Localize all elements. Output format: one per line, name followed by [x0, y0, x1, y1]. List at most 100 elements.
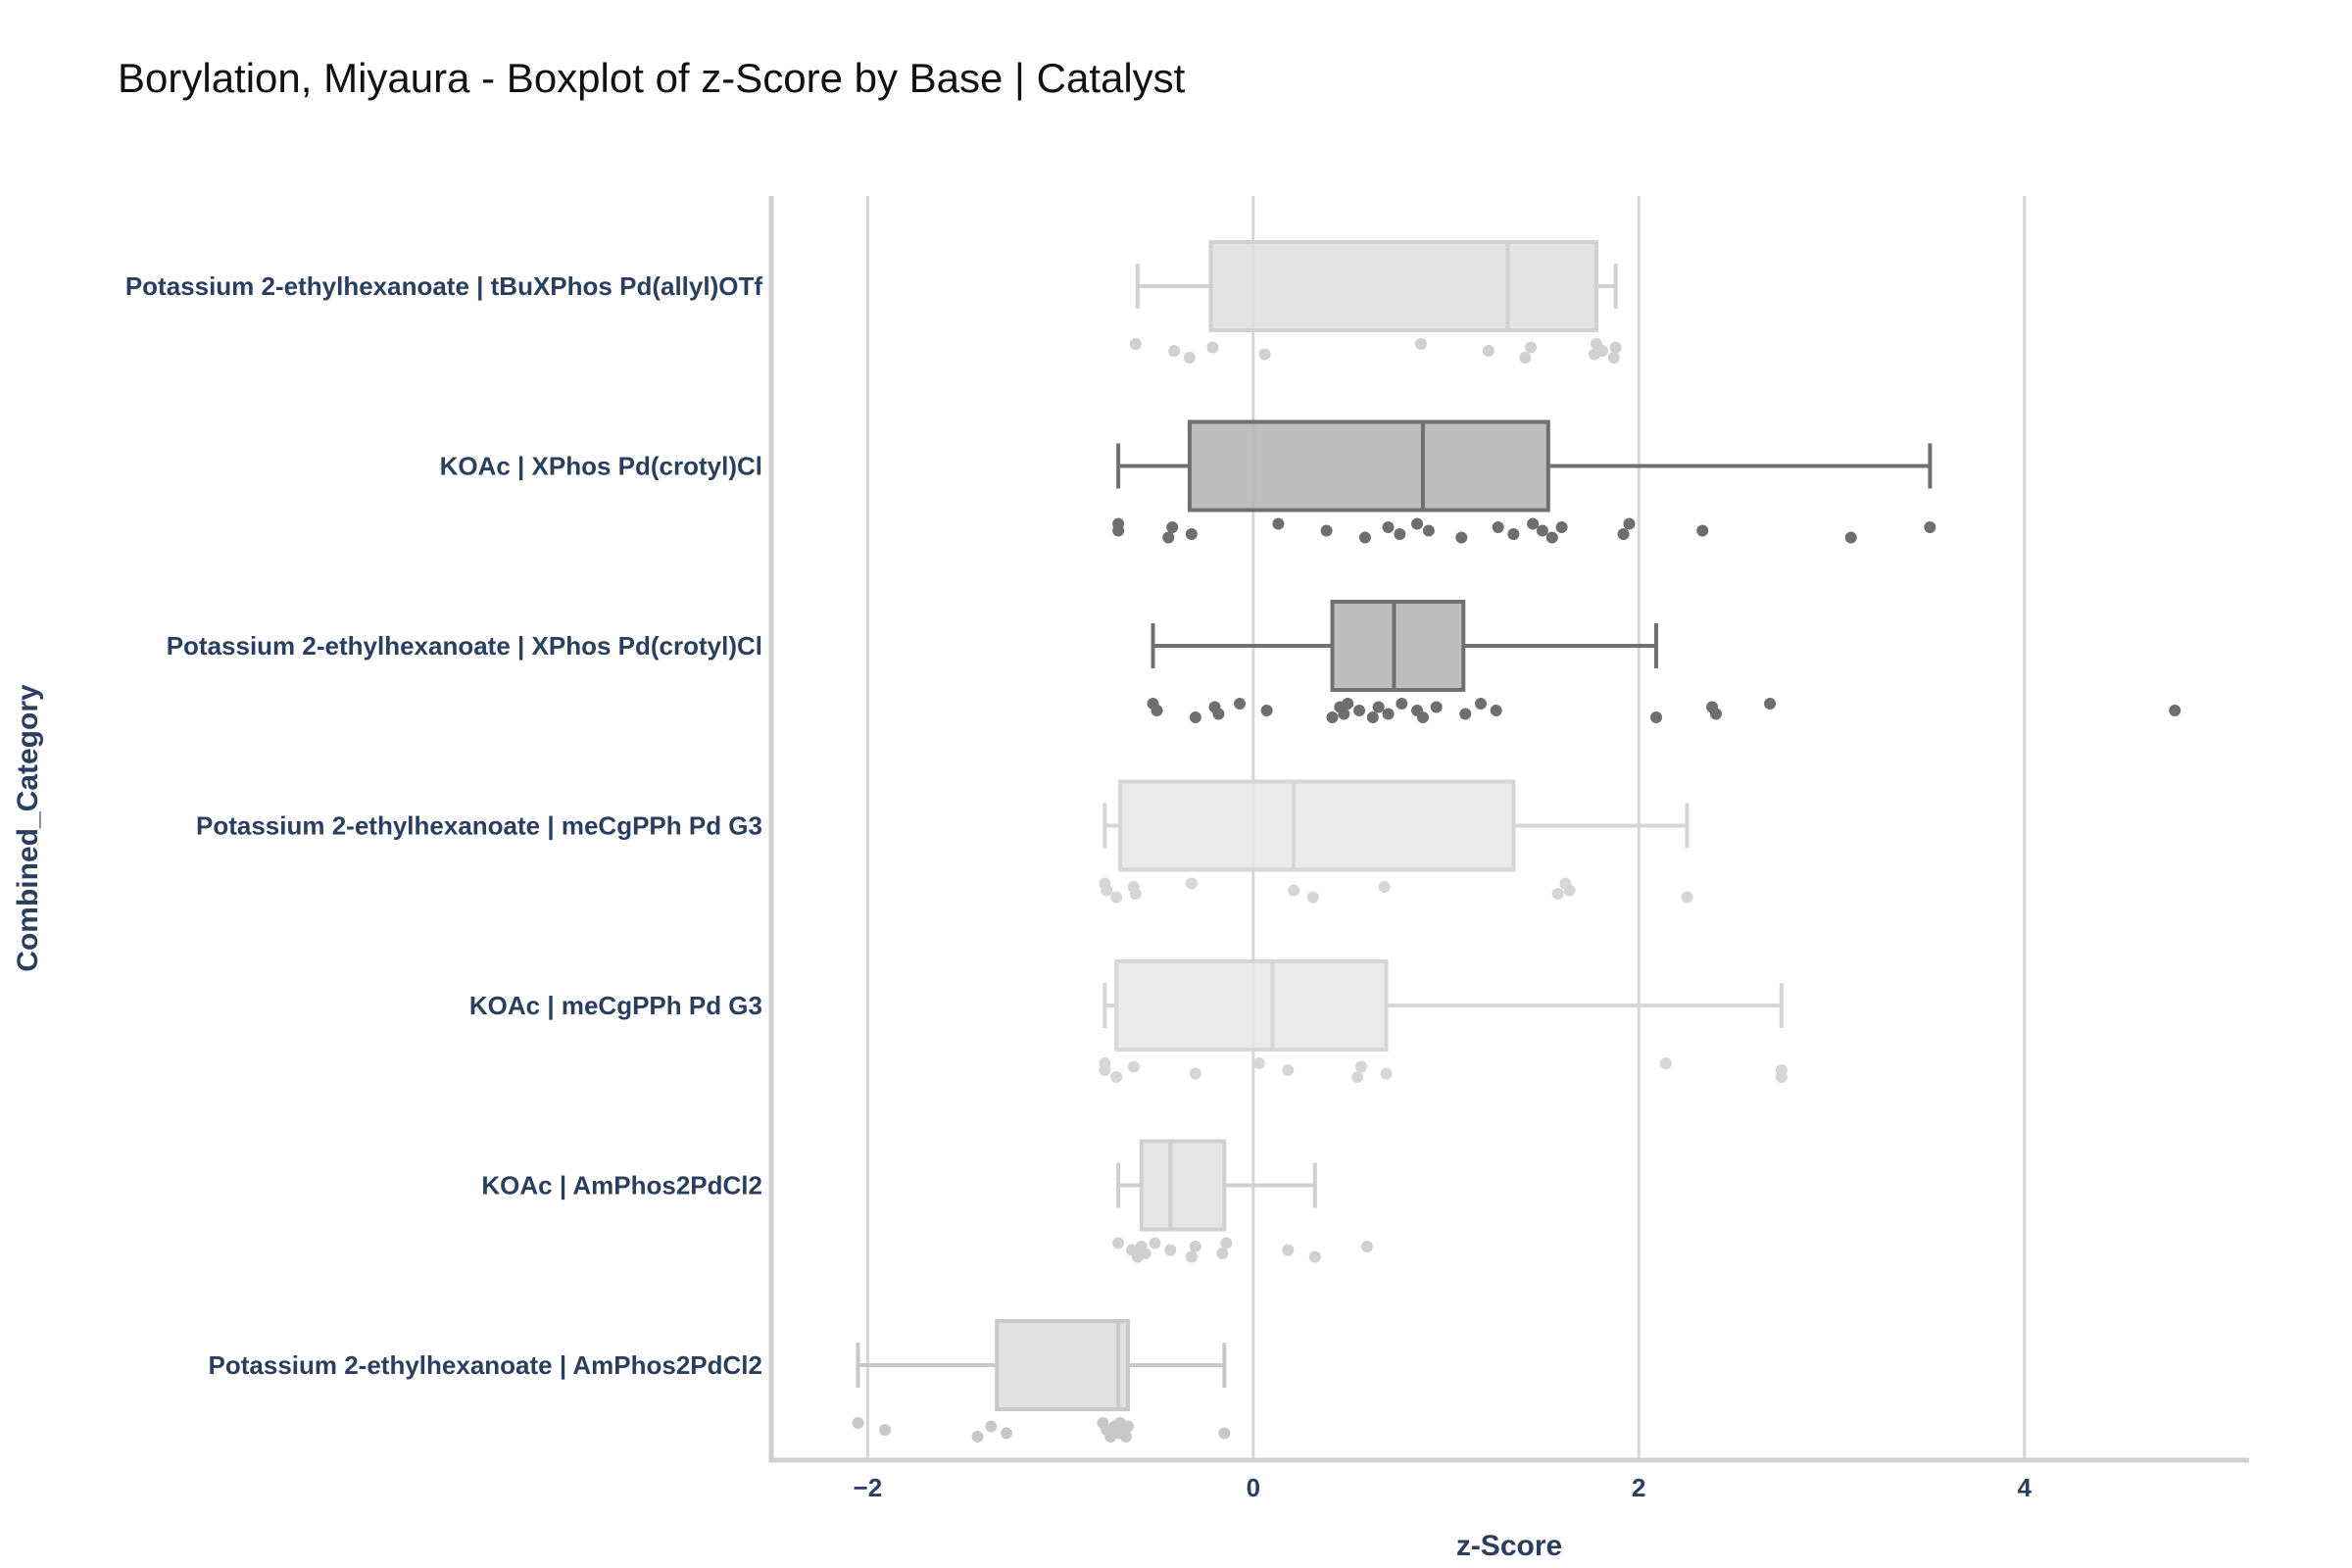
data-point: [1099, 1064, 1111, 1076]
data-point: [1617, 528, 1630, 540]
data-point: [1394, 528, 1406, 540]
data-point: [1149, 1237, 1161, 1250]
data-point: [1659, 1057, 1672, 1069]
box: [1208, 240, 1599, 332]
x-axis-title: z-Score: [1456, 1530, 1562, 1562]
box-group: [1099, 779, 1693, 904]
data-point: [1536, 524, 1548, 537]
data-point: [1151, 705, 1163, 716]
x-tick-label: 4: [2018, 1473, 2033, 1502]
data-point: [1326, 711, 1339, 723]
data-point: [1775, 1071, 1788, 1083]
data-point: [1001, 1427, 1013, 1440]
category-label: Potassium 2-ethylhexanoate | tBuXPhos Pd…: [125, 271, 763, 301]
box: [1187, 419, 1550, 513]
box-group: [852, 1319, 1231, 1443]
data-point: [1525, 341, 1538, 354]
data-point: [1185, 1250, 1198, 1263]
box-group: [1147, 600, 2181, 723]
data-point: [1127, 1060, 1140, 1073]
box-group: [1129, 240, 1622, 364]
data-point: [879, 1424, 892, 1436]
data-point: [1288, 884, 1300, 897]
data-point: [1216, 1248, 1229, 1259]
data-point: [1492, 521, 1504, 533]
box: [1118, 779, 1516, 872]
data-point: [1189, 711, 1201, 723]
axes: [768, 196, 2249, 1463]
data-point: [1358, 531, 1371, 544]
data-point: [1380, 1067, 1393, 1080]
data-point: [1338, 708, 1350, 720]
data-point: [1595, 345, 1608, 357]
data-point: [1360, 1241, 1373, 1252]
data-point: [1474, 698, 1487, 710]
data-point: [1282, 1064, 1295, 1076]
box: [1114, 959, 1389, 1052]
data-point: [1372, 701, 1385, 713]
data-point: [1459, 708, 1472, 720]
data-point: [1416, 711, 1429, 723]
chart-title: Borylation, Miyaura - Boxplot of z-Score…: [118, 55, 1186, 101]
box-group: [1112, 419, 1936, 544]
data-point: [1764, 698, 1777, 710]
x-tick-label: 0: [1247, 1473, 1260, 1502]
data-point: [1212, 708, 1225, 720]
data-point: [1119, 1431, 1132, 1443]
data-point: [1507, 528, 1520, 540]
box: [1139, 1139, 1227, 1232]
data-point: [1189, 1067, 1201, 1080]
data-point: [1129, 338, 1142, 350]
category-label: Potassium 2-ethylhexanoate | XPhos Pd(cr…: [167, 631, 762, 661]
data-point: [1164, 1244, 1177, 1256]
data-point: [1366, 711, 1379, 723]
data-point: [1490, 705, 1502, 716]
box-group: [1099, 959, 1788, 1083]
data-point: [1411, 517, 1424, 530]
data-point: [1168, 345, 1181, 357]
x-tick-label: −2: [854, 1473, 883, 1502]
data-point: [1121, 1420, 1134, 1433]
data-point: [1844, 531, 1857, 544]
data-point: [852, 1417, 864, 1429]
data-point: [1709, 708, 1722, 720]
y-axis-title: Combined_Category: [12, 684, 44, 972]
data-point: [1545, 531, 1558, 544]
data-point: [1166, 521, 1179, 533]
data-point: [1609, 341, 1622, 354]
data-point: [1206, 341, 1219, 354]
data-point: [1320, 524, 1333, 537]
data-point: [1162, 531, 1175, 544]
data-point: [1696, 524, 1709, 537]
x-tick-label: 2: [1632, 1473, 1645, 1502]
data-point: [1139, 1248, 1152, 1259]
data-point: [1185, 877, 1198, 890]
data-point: [1272, 517, 1285, 530]
data-point: [1482, 345, 1494, 357]
data-point: [1396, 698, 1408, 710]
data-point: [1555, 521, 1568, 533]
data-point: [1563, 884, 1576, 897]
x-tick-labels: −2 0 2 4: [854, 1473, 2033, 1502]
data-point: [1112, 524, 1125, 537]
data-point: [1342, 698, 1354, 710]
data-point: [1414, 338, 1427, 350]
category-label: KOAc | AmPhos2PdCl2: [481, 1171, 762, 1200]
data-point: [1607, 352, 1620, 364]
data-point: [1353, 705, 1366, 716]
data-point: [1519, 352, 1532, 364]
data-point: [1234, 698, 1247, 710]
data-point: [1382, 708, 1395, 720]
data-point: [1924, 521, 1936, 533]
data-point: [1551, 888, 1564, 900]
data-point: [1430, 701, 1443, 713]
category-label: KOAc | meCgPPh Pd G3: [469, 991, 762, 1020]
data-point: [1220, 1237, 1233, 1250]
data-point: [1218, 1427, 1231, 1440]
category-label: KOAc | XPhos Pd(crotyl)Cl: [440, 452, 762, 481]
data-point: [1282, 1244, 1295, 1256]
data-point: [1455, 531, 1468, 544]
data-point: [1110, 891, 1123, 904]
data-point: [1650, 711, 1662, 723]
